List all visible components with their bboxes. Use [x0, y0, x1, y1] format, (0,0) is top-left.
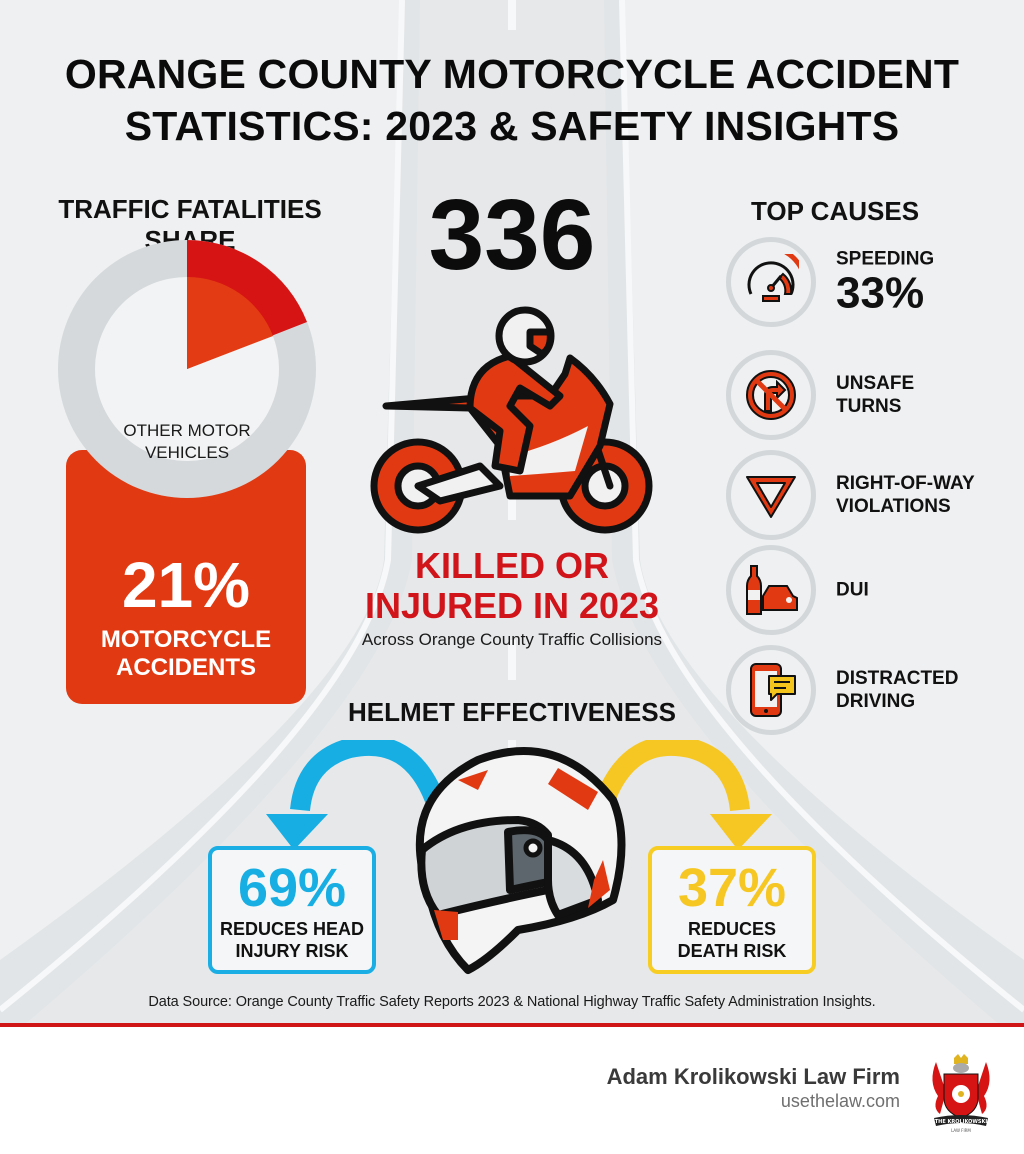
divider [0, 1023, 1024, 1027]
yield-sign-icon [726, 450, 816, 540]
other-vehicles-label: OTHER MOTOR VEHICLES [123, 421, 251, 462]
no-turn-icon [726, 350, 816, 440]
death-risk-stat: 37% REDUCES DEATH RISK [648, 846, 816, 974]
helmet-icon [415, 747, 626, 974]
fatalities-donut-chart [58, 240, 316, 498]
death-risk-label: REDUCES DEATH RISK [677, 919, 787, 961]
head-injury-value: 69% [237, 858, 347, 918]
title-line-1: ORANGE COUNTY MOTORCYCLE ACCIDENT [64, 51, 960, 97]
top-causes-heading: TOP CAUSES [750, 196, 920, 226]
cause-distracted-driving: DISTRACTED DRIVING [726, 645, 1016, 735]
speedometer-icon [726, 237, 816, 327]
firm-name: Adam Krolikowski Law Firm [606, 1064, 900, 1089]
head-injury-stat: 69% REDUCES HEAD INJURY RISK [208, 846, 376, 974]
head-injury-label: REDUCES HEAD INJURY RISK [219, 919, 365, 961]
killed-injured-count: 336 [428, 179, 596, 291]
cause-speeding: SPEEDING 33% [726, 237, 1016, 327]
motorcycle-share-value: 21% [121, 549, 251, 621]
helmet-effectiveness-heading: HELMET EFFECTIVENESS [348, 697, 676, 727]
firm-crest-logo: THE KROLIKOWSKI LAW FIRM [932, 1054, 990, 1133]
blue-arrow-icon [290, 740, 445, 812]
footer [0, 1027, 1024, 1154]
cause-dui: DUI [726, 545, 1016, 635]
svg-text:THE KROLIKOWSKI: THE KROLIKOWSKI [935, 1119, 988, 1125]
motorcycle-share-caption: MOTORCYCLE ACCIDENTS [100, 626, 272, 681]
helmet-arrows [266, 740, 772, 850]
svg-text:LAW FIRM: LAW FIRM [951, 1128, 971, 1133]
page-title: ORANGE COUNTY MOTORCYCLE ACCIDENT STATIS… [0, 48, 1024, 152]
cause-right-of-way: RIGHT-OF-WAY VIOLATIONS [726, 450, 1016, 540]
killed-injured-subhead: Across Orange County Traffic Collisions [361, 630, 663, 649]
death-risk-value: 37% [677, 858, 787, 918]
cause-unsafe-turns: UNSAFE TURNS [726, 350, 1016, 440]
yellow-arrow-icon [595, 740, 750, 812]
firm-url-link[interactable]: usethelaw.com [780, 1091, 900, 1111]
data-source: Data Source: Orange County Traffic Safet… [148, 994, 876, 1010]
phone-message-icon [726, 645, 816, 735]
speeding-percent: 33% [836, 268, 925, 318]
infographic: ORANGE COUNTY MOTORCYCLE ACCIDENT STATIS… [0, 0, 1024, 1025]
killed-injured-headline: KILLED OR INJURED IN 2023 [364, 545, 660, 626]
motorcycle-rider-icon [370, 306, 653, 534]
title-line-2: STATISTICS: 2023 & SAFETY INSIGHTS [124, 103, 900, 149]
bottle-car-icon [726, 545, 816, 635]
